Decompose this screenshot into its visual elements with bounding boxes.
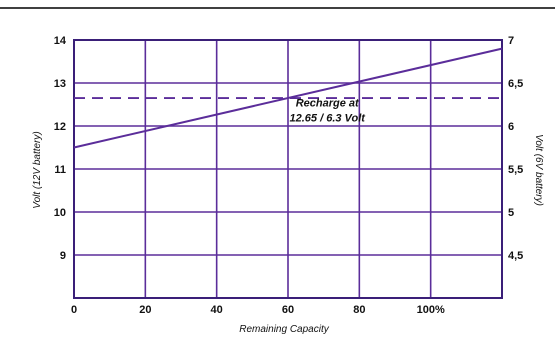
x-tick-label: 80 bbox=[353, 304, 365, 316]
y-tick-label: 12 bbox=[54, 121, 66, 133]
y2-tick-label: 5,5 bbox=[508, 164, 523, 176]
y2-tick-label: 6,5 bbox=[508, 78, 523, 90]
annotation-layer: Recharge at 12.65 / 6.3 Volt bbox=[290, 98, 367, 125]
grid bbox=[73, 39, 503, 299]
y-tick-label: 13 bbox=[54, 78, 66, 90]
voltage-line bbox=[73, 47, 503, 149]
series-layer bbox=[73, 47, 503, 149]
x-tick-label: 20 bbox=[139, 304, 151, 316]
x-axis-title: Remaining Capacity bbox=[239, 324, 329, 335]
x-tick-label: 0 bbox=[71, 304, 77, 316]
y2-tick-label: 7 bbox=[508, 35, 514, 47]
y2-axis-title: Volt (6V battery) bbox=[533, 134, 544, 206]
x-tick-label: 100% bbox=[417, 304, 445, 316]
annotation-line: 12.65 / 6.3 Volt bbox=[290, 113, 367, 125]
y-tick-label: 10 bbox=[54, 207, 66, 219]
y2-tick-label: 4,5 bbox=[508, 250, 523, 262]
recharge-annotation: Recharge at 12.65 / 6.3 Volt bbox=[290, 98, 367, 125]
tick-labels: 0 20 40 60 80 100% 9 10 11 12 13 14 4,5 5 5,5 6 6,5 7 bbox=[54, 35, 524, 316]
y-tick-label: 11 bbox=[54, 164, 66, 176]
y-tick-label: 14 bbox=[54, 35, 67, 47]
y-tick-label: 9 bbox=[60, 250, 66, 262]
annotation-line: Recharge at bbox=[296, 98, 360, 110]
y-axis-title: Volt (12V battery) bbox=[32, 131, 43, 208]
x-tick-label: 60 bbox=[282, 304, 294, 316]
y2-tick-label: 6 bbox=[508, 121, 514, 133]
plot-frame bbox=[73, 39, 503, 299]
y2-tick-label: 5 bbox=[508, 207, 514, 219]
x-tick-label: 40 bbox=[211, 304, 223, 316]
